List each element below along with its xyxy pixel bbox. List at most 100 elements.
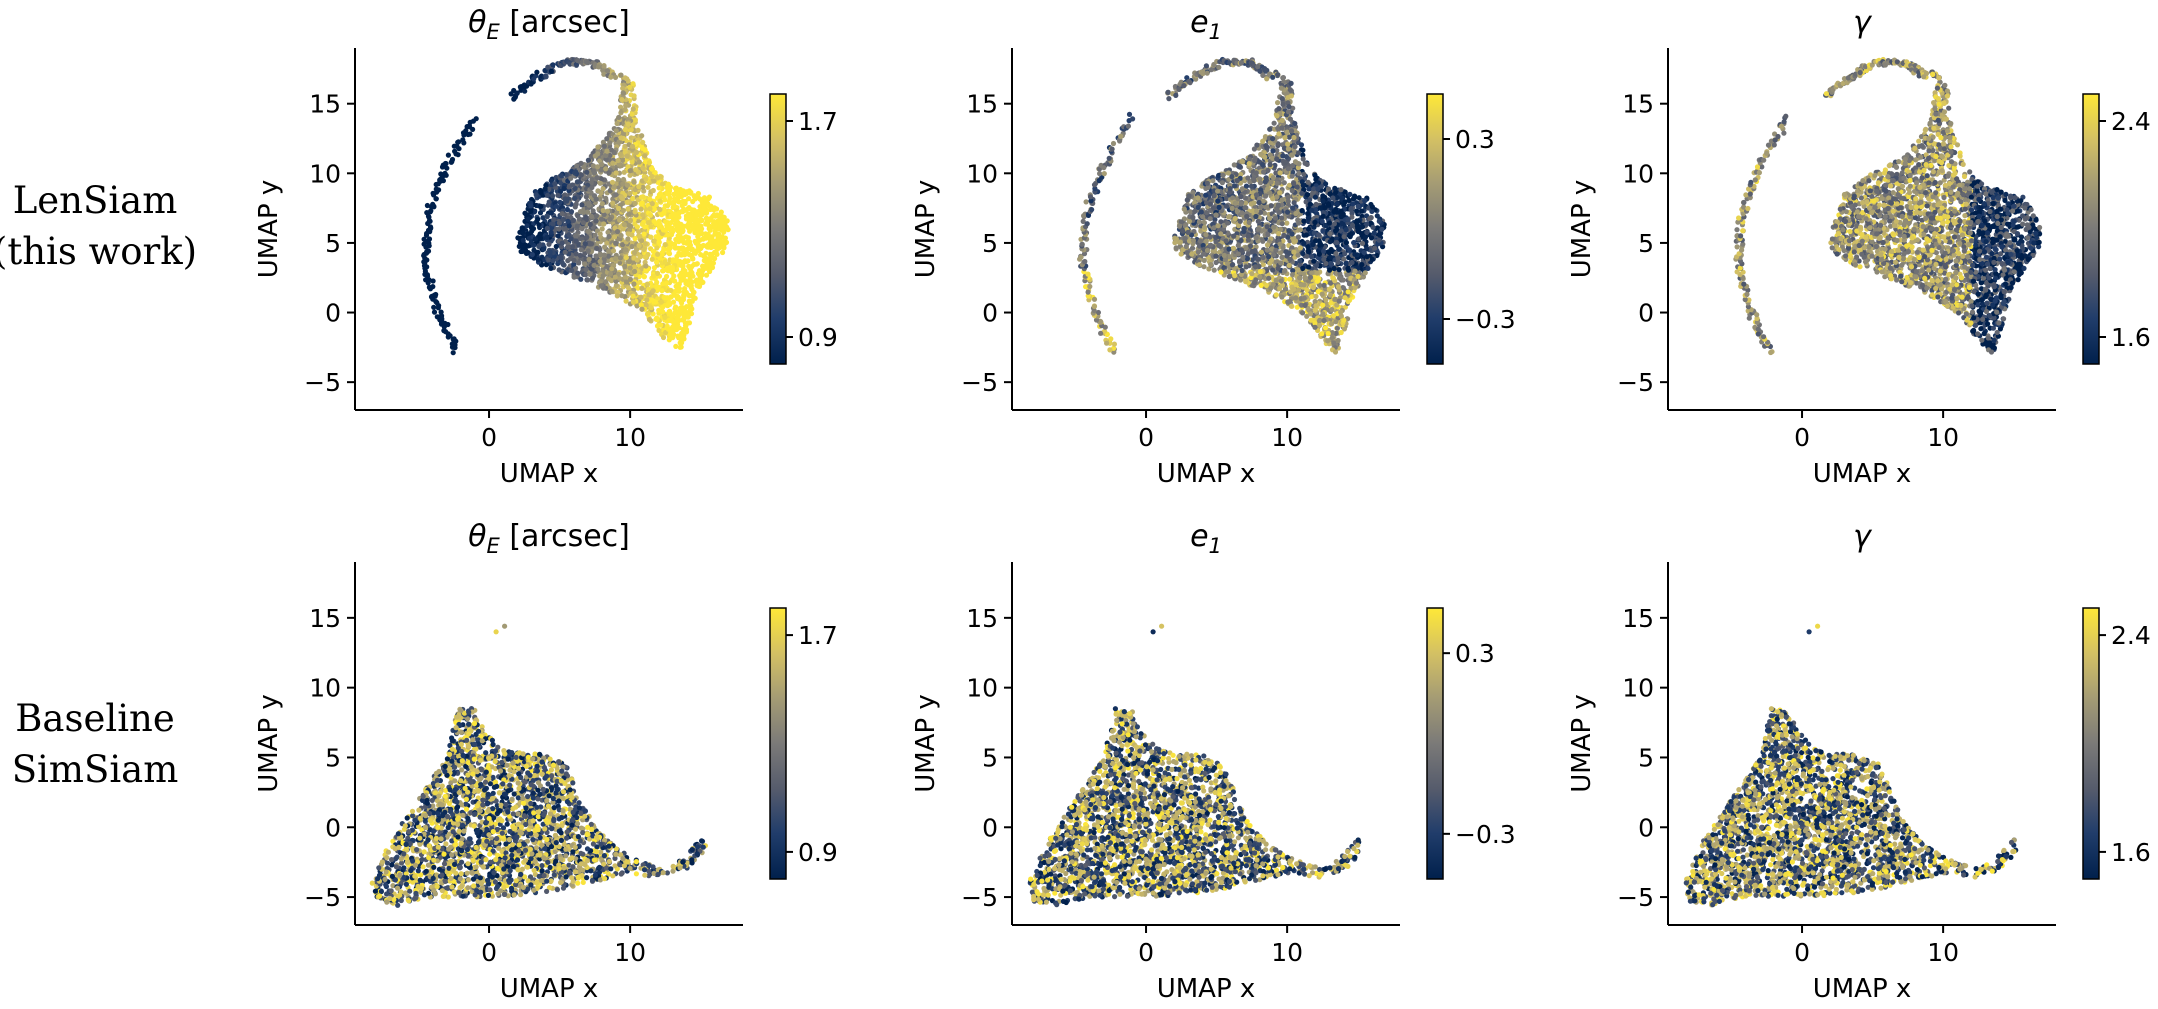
- scatter-point: [650, 288, 656, 294]
- scatter-point: [528, 224, 535, 231]
- scatter-point: [681, 251, 687, 257]
- scatter-point: [535, 249, 541, 255]
- scatter-point: [642, 153, 648, 159]
- scatter-point: [426, 214, 432, 220]
- scatter-point: [1325, 330, 1331, 337]
- scatter-point: [619, 293, 625, 299]
- scatter-point: [558, 254, 564, 260]
- scatter-point: [631, 179, 637, 185]
- scatter-point: [585, 248, 591, 254]
- scatter-point: [1343, 260, 1349, 267]
- scatter-point: [1275, 100, 1281, 106]
- scatter-point: [654, 259, 660, 265]
- scatter-point: [601, 221, 607, 227]
- scatter-point: [571, 274, 577, 280]
- scatter-point: [672, 203, 678, 210]
- scatter-point: [599, 201, 606, 207]
- scatter-point: [593, 253, 599, 259]
- scatter-point: [636, 184, 642, 190]
- scatter-point: [1202, 224, 1208, 230]
- scatter-point: [595, 188, 601, 194]
- scatter-point: [1335, 259, 1341, 265]
- scatter-point: [580, 220, 587, 226]
- scatter-point: [629, 143, 636, 149]
- scatter-point: [635, 127, 641, 133]
- scatter-point: [601, 252, 608, 258]
- scatter-point: [1257, 204, 1264, 210]
- scatter-point: [573, 233, 579, 239]
- scatter-point: [535, 256, 541, 263]
- scatter-point: [590, 208, 596, 214]
- colorbar: [769, 93, 787, 365]
- scatter-point: [1362, 270, 1368, 276]
- scatter-point: [523, 250, 530, 256]
- scatter-point: [1367, 215, 1373, 222]
- scatter-point: [625, 121, 631, 127]
- scatter-point: [630, 122, 636, 128]
- scatter-point: [682, 192, 688, 198]
- scatter-point: [659, 212, 665, 218]
- scatter-point: [1234, 208, 1240, 214]
- scatter-point: [1279, 254, 1285, 260]
- scatter-point: [591, 262, 597, 268]
- scatter-point: [689, 298, 695, 304]
- scatter-point: [688, 268, 694, 274]
- scatter-point: [556, 226, 562, 232]
- scatter-point: [431, 309, 438, 315]
- scatter-point: [433, 196, 439, 202]
- scatter-point: [548, 210, 554, 216]
- scatter-point: [636, 229, 642, 235]
- scatter-point: [629, 111, 635, 117]
- scatter-point: [624, 76, 630, 82]
- scatter-point: [550, 193, 556, 199]
- scatter-point: [609, 288, 615, 295]
- scatter-point: [1279, 215, 1285, 221]
- scatter-point: [627, 190, 633, 196]
- scatter-point: [722, 235, 729, 241]
- scatter-point: [1336, 298, 1342, 304]
- scatter-point: [609, 266, 615, 272]
- scatter-point: [664, 323, 670, 329]
- x-tick-label: 10: [614, 423, 646, 452]
- scatter-point: [1347, 191, 1353, 197]
- scatter-point: [632, 117, 639, 123]
- scatter-point: [695, 190, 702, 197]
- scatter-point: [707, 251, 713, 257]
- scatter-point: [654, 317, 660, 323]
- scatter-point: [424, 249, 430, 255]
- scatter-point: [666, 198, 672, 204]
- scatter-point: [636, 242, 642, 249]
- scatter-point: [626, 211, 632, 217]
- scatter-point: [1288, 303, 1294, 309]
- scatter-point: [564, 206, 571, 213]
- scatter-point: [1270, 148, 1276, 154]
- scatter-point: [430, 278, 436, 284]
- scatter-point: [632, 268, 638, 275]
- scatter-point: [578, 172, 584, 178]
- scatter-point: [1319, 331, 1325, 337]
- scatter-point: [642, 241, 649, 247]
- scatter-point: [559, 240, 565, 246]
- scatter-point: [1301, 171, 1307, 177]
- scatter-point: [558, 172, 564, 179]
- scatter-point: [1336, 246, 1342, 252]
- scatter-point: [597, 180, 603, 186]
- scatter-point: [640, 145, 646, 151]
- scatter-point: [1362, 198, 1368, 204]
- scatter-point: [610, 200, 616, 206]
- scatter-point: [720, 249, 726, 256]
- scatter-point: [1189, 245, 1196, 251]
- scatter-point: [613, 240, 619, 246]
- y-tick-label: 0: [325, 299, 341, 328]
- scatter-point: [677, 335, 683, 341]
- scatter-point: [602, 244, 608, 250]
- scatter-point: [1195, 195, 1201, 201]
- scatter-point: [601, 237, 607, 243]
- scatter-point: [630, 299, 637, 305]
- scatter-point: [696, 247, 702, 253]
- scatter-point: [1246, 219, 1252, 225]
- scatter-point: [568, 267, 575, 273]
- scatter-point: [1245, 175, 1251, 181]
- scatter-point: [1307, 311, 1313, 317]
- scatter-point: [523, 211, 529, 218]
